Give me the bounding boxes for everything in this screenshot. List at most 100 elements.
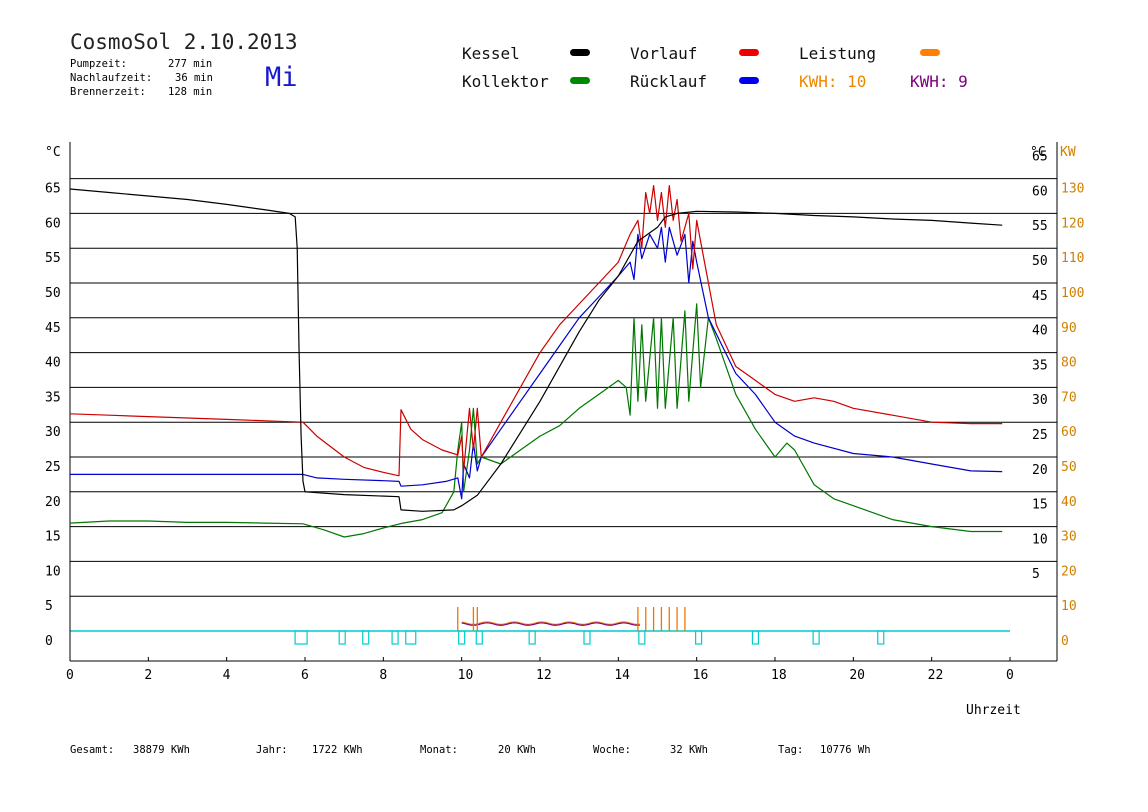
pump-marker bbox=[294, 630, 308, 645]
y-tick-left: 65 bbox=[45, 182, 61, 197]
legend-kwh-secondary: KWH: 9 bbox=[910, 72, 968, 91]
legend-leistung-swatch bbox=[920, 49, 940, 56]
weekday-label: Mi bbox=[265, 62, 298, 93]
legend-vorlauf-label: Vorlauf bbox=[630, 44, 698, 63]
pump-marker bbox=[338, 630, 346, 645]
y-tick-right: 40 bbox=[1032, 324, 1048, 339]
y-tick-left: 25 bbox=[45, 460, 61, 475]
y-tick-right: 55 bbox=[1032, 219, 1048, 234]
x-tick-label: 10 bbox=[458, 668, 474, 683]
y-axis-right-unit: °C bbox=[1030, 145, 1046, 160]
x-tick-label: 14 bbox=[614, 668, 630, 683]
y-tick-kw: 80 bbox=[1061, 356, 1077, 371]
x-tick-label: 12 bbox=[536, 668, 552, 683]
power-line-leistung bbox=[461, 621, 640, 625]
x-tick-label: 4 bbox=[223, 668, 231, 683]
y-tick-left: 35 bbox=[45, 390, 61, 405]
y-tick-right: 15 bbox=[1032, 498, 1048, 513]
series-line-vorlauf bbox=[69, 185, 1003, 477]
legend-kollektor-swatch bbox=[570, 77, 590, 84]
stat-brennerzeit-label: Brennerzeit: bbox=[70, 86, 146, 98]
y-tick-left: 15 bbox=[45, 530, 61, 545]
y-tick-left: 55 bbox=[45, 251, 61, 266]
footer-jahr-label: Jahr: bbox=[256, 744, 288, 756]
y-tick-right: 45 bbox=[1032, 289, 1048, 304]
footer-gesamt-value: 38879 KWh bbox=[133, 744, 190, 756]
y-tick-kw: 70 bbox=[1061, 390, 1077, 405]
footer-tag-label: Tag: bbox=[778, 744, 804, 756]
x-tick-label: 0 bbox=[66, 668, 74, 683]
stat-pumpzeit-label: Pumpzeit: bbox=[70, 58, 127, 70]
pump-marker bbox=[583, 630, 591, 645]
y-tick-right: 50 bbox=[1032, 254, 1048, 269]
pump-marker bbox=[475, 630, 483, 645]
y-tick-kw: 130 bbox=[1061, 182, 1084, 197]
y-tick-kw: 40 bbox=[1061, 495, 1077, 510]
power-line-secondary bbox=[461, 622, 640, 626]
pump-marker bbox=[751, 630, 760, 645]
footer-woche-value: 32 KWh bbox=[670, 744, 708, 756]
stat-pumpzeit-value: 277 min bbox=[168, 58, 213, 70]
x-tick-label: 6 bbox=[301, 668, 309, 683]
y-tick-kw: 30 bbox=[1061, 530, 1077, 545]
stat-nachlaufzeit-label: Nachlaufzeit: bbox=[70, 72, 153, 84]
y-tick-left: 20 bbox=[45, 495, 61, 510]
y-tick-kw: 0 bbox=[1061, 634, 1069, 649]
x-tick-label: 2 bbox=[144, 668, 152, 683]
y-tick-left: 40 bbox=[45, 356, 61, 371]
x-tick-label: 20 bbox=[849, 668, 865, 683]
x-tick-label: 8 bbox=[379, 668, 387, 683]
footer-gesamt-label: Gesamt: bbox=[70, 744, 115, 756]
y-tick-right: 10 bbox=[1032, 532, 1048, 547]
x-tick-label: 0 bbox=[1006, 668, 1014, 683]
y-tick-kw: 10 bbox=[1061, 599, 1077, 614]
pump-marker bbox=[458, 630, 466, 645]
page-title: CosmoSol 2.10.2013 bbox=[70, 30, 298, 54]
series-line-kollektor bbox=[69, 303, 1003, 538]
legend-kollektor-label: Kollektor bbox=[462, 72, 549, 91]
y-tick-kw: 20 bbox=[1061, 564, 1077, 579]
x-tick-label: 22 bbox=[928, 668, 944, 683]
y-tick-right: 30 bbox=[1032, 393, 1048, 408]
y-tick-right: 20 bbox=[1032, 463, 1048, 478]
y-tick-right: 25 bbox=[1032, 428, 1048, 443]
x-axis-title: Uhrzeit bbox=[966, 703, 1021, 718]
y-tick-left: 0 bbox=[45, 634, 53, 649]
pump-marker bbox=[877, 630, 885, 645]
pump-marker bbox=[695, 630, 703, 645]
y-tick-right: 5 bbox=[1032, 567, 1040, 582]
pump-marker bbox=[638, 630, 646, 645]
y-tick-left: 60 bbox=[45, 216, 61, 231]
pump-marker bbox=[405, 630, 417, 645]
y-tick-left: 10 bbox=[45, 564, 61, 579]
stat-brennerzeit-value: 128 min bbox=[168, 86, 213, 98]
y-tick-kw: 120 bbox=[1061, 216, 1084, 231]
legend-leistung-label: Leistung bbox=[799, 44, 877, 63]
pump-marker bbox=[362, 630, 370, 645]
pump-marker bbox=[812, 630, 820, 645]
legend-vorlauf-swatch bbox=[739, 49, 759, 56]
y-tick-kw: 110 bbox=[1061, 251, 1084, 266]
y-tick-left: 45 bbox=[45, 321, 61, 336]
footer-monat-label: Monat: bbox=[420, 744, 458, 756]
y-axis-kw-unit: KW bbox=[1060, 145, 1076, 160]
series-line-ruecklauf bbox=[70, 226, 1003, 500]
x-tick-label: 18 bbox=[771, 668, 787, 683]
legend-kwh-leistung: KWH: 10 bbox=[799, 72, 867, 91]
footer-woche-label: Woche: bbox=[593, 744, 631, 756]
series-line-kessel bbox=[69, 188, 1003, 512]
legend-ruecklauf-label: Rücklauf bbox=[630, 72, 708, 91]
y-tick-kw: 100 bbox=[1061, 286, 1084, 301]
x-tick-label: 16 bbox=[693, 668, 709, 683]
y-tick-kw: 50 bbox=[1061, 460, 1077, 475]
y-tick-kw: 90 bbox=[1061, 321, 1077, 336]
legend-ruecklauf-swatch bbox=[739, 77, 759, 84]
y-tick-right: 65 bbox=[1032, 150, 1048, 165]
footer-monat-value: 20 KWh bbox=[498, 744, 536, 756]
y-tick-left: 30 bbox=[45, 425, 61, 440]
footer-jahr-value: 1722 KWh bbox=[312, 744, 363, 756]
y-tick-right: 60 bbox=[1032, 184, 1048, 199]
y-tick-kw: 60 bbox=[1061, 425, 1077, 440]
temperature-chart: °C °C KW0510152025303540455055606551015202… bbox=[45, 142, 1084, 718]
footer-tag-value: 10776 Wh bbox=[820, 744, 871, 756]
